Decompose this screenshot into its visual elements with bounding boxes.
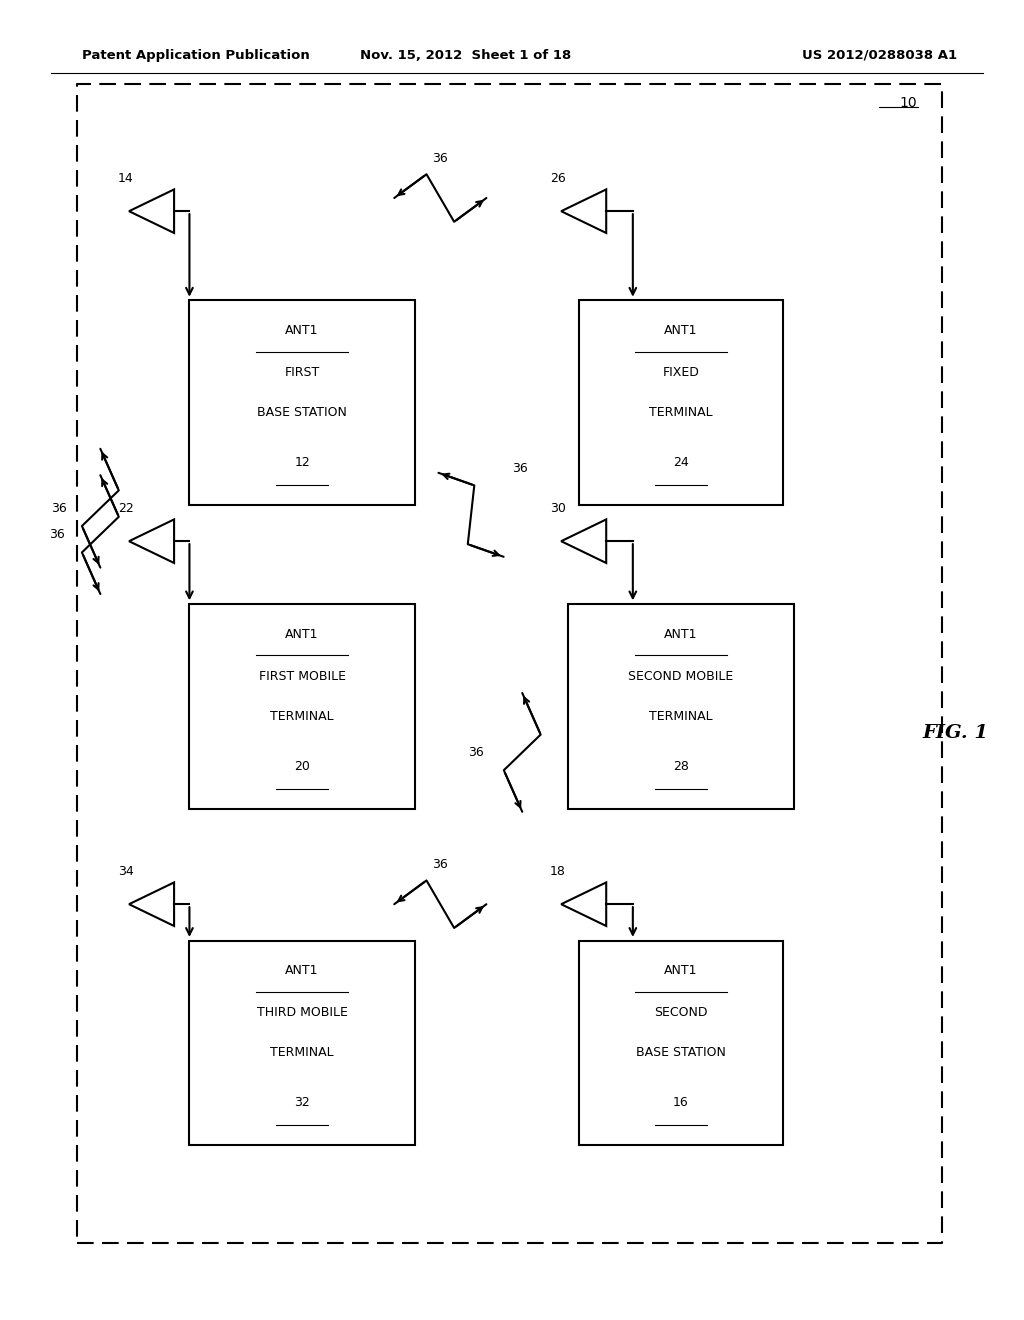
Text: 28: 28 (673, 760, 689, 772)
Text: 32: 32 (294, 1097, 310, 1109)
Bar (579, 940, 783, 1144)
Text: 36: 36 (432, 152, 449, 165)
Text: 24: 24 (673, 457, 689, 469)
Text: 36: 36 (51, 502, 68, 515)
Text: 36: 36 (468, 746, 484, 759)
Text: 12: 12 (294, 457, 310, 469)
Text: ANT1: ANT1 (286, 325, 318, 337)
Text: SECOND MOBILE: SECOND MOBILE (629, 671, 733, 682)
Text: 36: 36 (512, 462, 528, 475)
Text: ANT1: ANT1 (665, 628, 697, 640)
Text: THIRD MOBILE: THIRD MOBILE (257, 1007, 347, 1019)
Bar (189, 605, 415, 808)
Text: FIRST: FIRST (285, 367, 319, 379)
Text: 36: 36 (432, 858, 449, 871)
Bar (568, 605, 794, 808)
Bar (579, 301, 783, 506)
Text: Patent Application Publication: Patent Application Publication (82, 49, 309, 62)
Text: SECOND: SECOND (654, 1007, 708, 1019)
Bar (189, 301, 415, 506)
Text: TERMINAL: TERMINAL (270, 1045, 334, 1059)
Text: FIRST MOBILE: FIRST MOBILE (259, 671, 345, 682)
Text: 16: 16 (673, 1097, 689, 1109)
Text: ANT1: ANT1 (665, 964, 697, 977)
Text: FIXED: FIXED (663, 367, 699, 379)
Text: ANT1: ANT1 (286, 628, 318, 640)
Text: 36: 36 (49, 528, 66, 541)
Text: US 2012/0288038 A1: US 2012/0288038 A1 (803, 49, 957, 62)
Text: 10: 10 (900, 96, 918, 111)
Text: TERMINAL: TERMINAL (649, 710, 713, 722)
Text: 26: 26 (550, 172, 566, 185)
Text: 22: 22 (118, 502, 134, 515)
Text: ANT1: ANT1 (286, 964, 318, 977)
Text: ANT1: ANT1 (665, 325, 697, 337)
Text: 30: 30 (550, 502, 566, 515)
Text: TERMINAL: TERMINAL (649, 407, 713, 418)
Text: TERMINAL: TERMINAL (270, 710, 334, 722)
Bar (189, 940, 415, 1144)
Text: 20: 20 (294, 760, 310, 772)
Text: 34: 34 (118, 865, 134, 878)
Text: BASE STATION: BASE STATION (636, 1045, 726, 1059)
Text: BASE STATION: BASE STATION (257, 407, 347, 418)
Text: FIG. 1: FIG. 1 (923, 723, 988, 742)
Text: Nov. 15, 2012  Sheet 1 of 18: Nov. 15, 2012 Sheet 1 of 18 (360, 49, 571, 62)
Text: 18: 18 (550, 865, 566, 878)
Text: 14: 14 (118, 172, 134, 185)
